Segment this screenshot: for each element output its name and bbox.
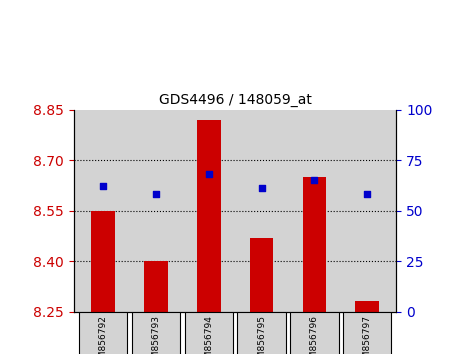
Bar — [79, 312, 127, 354]
Point — [99, 184, 106, 189]
Bar — [343, 312, 391, 354]
Bar — [355, 302, 379, 312]
Title: GDS4496 / 148059_at: GDS4496 / 148059_at — [159, 93, 312, 107]
Point — [364, 192, 371, 197]
Bar — [237, 312, 286, 354]
Text: GSM856793: GSM856793 — [151, 315, 160, 354]
Text: GSM856795: GSM856795 — [257, 315, 266, 354]
Point — [152, 192, 160, 197]
Bar — [302, 177, 326, 312]
Text: GSM856797: GSM856797 — [363, 315, 372, 354]
Bar — [290, 312, 338, 354]
Bar — [91, 211, 115, 312]
Text: GSM856796: GSM856796 — [310, 315, 319, 354]
Bar — [197, 120, 220, 312]
Text: GSM856794: GSM856794 — [204, 315, 213, 354]
Bar — [132, 312, 180, 354]
Point — [311, 177, 318, 183]
Bar — [184, 312, 233, 354]
Text: GSM856792: GSM856792 — [98, 315, 107, 354]
Bar — [144, 261, 168, 312]
Point — [258, 185, 265, 191]
Bar — [250, 238, 273, 312]
Point — [205, 171, 213, 177]
